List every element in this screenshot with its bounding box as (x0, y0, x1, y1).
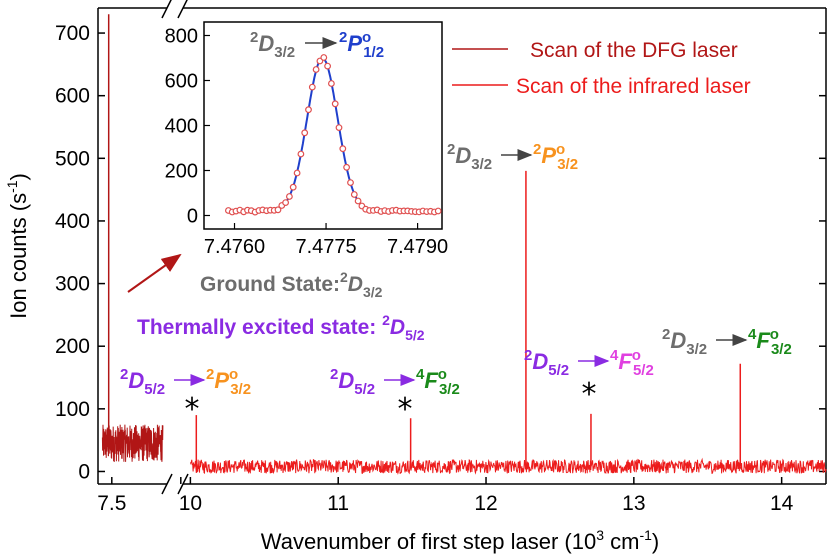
inset-data-point (434, 207, 442, 215)
transition-upper-state: 4Fo 5/2 (610, 347, 654, 379)
inset-x-tick-label: 7.4760 (204, 236, 265, 258)
axis-break-mark (161, 473, 173, 495)
transition-upper-state: 2Po 3/2 (206, 366, 251, 398)
y-tick-label: 200 (55, 335, 90, 358)
x-tick-label: 14 (770, 492, 794, 515)
inset-y-tick-label: 0 (187, 206, 198, 228)
inset-data-point (328, 80, 335, 87)
plot-frame (97, 0, 827, 495)
inset-ticks: 0 200 400 600 800 7.4760 7.4775 7.4790 (165, 26, 449, 259)
inset-frame (203, 21, 443, 230)
x-axis-title: Wavenumber of first step laser (103 cm-1… (261, 527, 659, 554)
x-tick-label: 10 (179, 492, 202, 515)
legend: Scan of the DFG laser Scan of the infrar… (452, 39, 751, 98)
transition-upper-state: 2Po 3/2 (533, 141, 578, 173)
transition-lower-state: 2D5/2 (120, 366, 165, 398)
inset-data-point (339, 145, 347, 153)
transition-label: 2D5/2 4Fo 3/2 (330, 366, 460, 398)
inset-transition-upper-state: 2Po 1/2 (339, 29, 384, 61)
transition-label: 2D3/2 4Fo 3/2 (662, 326, 792, 358)
transition-lower-state: 2D3/2 (662, 326, 707, 358)
inset-data-point (274, 206, 282, 214)
axis-break-mark (177, 0, 188, 19)
inset-data-point (324, 62, 332, 70)
inset-data-point (305, 106, 312, 114)
inset-x-tick-label: 7.4775 (295, 236, 356, 258)
transition-lower-state: 2D5/2 (330, 366, 375, 398)
x-tick-label: 7.5 (97, 492, 126, 515)
transition-label: 2D5/2 4Fo 5/2 (524, 347, 654, 379)
inset-data-point (312, 66, 320, 73)
y-tick-label: 600 (55, 85, 90, 108)
y-tick-label: 300 (55, 273, 90, 296)
series-dfg-noise (101, 424, 164, 462)
inset-y-tick-label: 800 (165, 26, 198, 48)
inset-y-tick-label: 200 (165, 161, 198, 183)
axis-break-mark (161, 0, 172, 19)
inset-transition-lower-state: 2D3/2 (250, 29, 295, 61)
x-tick-label: 13 (622, 492, 645, 515)
inset-transition-label: 2D3/2 2Po 1/2 (250, 29, 384, 61)
asterisk-11490: * (398, 392, 413, 427)
transition-label: 2D3/2 2Po 3/2 (447, 141, 578, 173)
inset-data-point (308, 83, 316, 91)
inset-y-tick-label: 400 (165, 116, 198, 138)
inset-plot: 0 200 400 600 800 7.4760 7.4775 7.4790 2D3/2 2Po… (165, 21, 449, 259)
y-tick-label: 500 (55, 147, 90, 170)
inset-data-point (301, 129, 309, 137)
inset-data-point (289, 183, 297, 191)
inset-x-tick-label: 7.4790 (387, 236, 448, 258)
axis-break-mark (177, 473, 189, 495)
inset-data-point (331, 100, 339, 108)
transition-labels: 2D5/2 2Po 3/2 2D5/2 4Fo 3/2 2D3/2 2Po 3/2 2D5/2 4F… (120, 141, 792, 398)
ground-state-label: Ground State:2D3/2 (200, 269, 383, 300)
inset-data-point (293, 169, 301, 177)
series-group (101, 14, 827, 475)
y-tick-label: 100 (55, 398, 90, 421)
inset-data-point (350, 191, 358, 198)
inset-data-point (354, 197, 362, 205)
series-ir-noise (189, 457, 827, 475)
inset-data-point (320, 54, 328, 61)
inset-data-point (297, 150, 305, 158)
x-tick-label: 11 (327, 492, 349, 515)
y-axis-ticks: 0 100 200 300 400 500 600 700 (55, 22, 826, 483)
inset-data-point (347, 179, 354, 187)
asterisk-12710: * (582, 377, 597, 412)
transition-label: 2D5/2 2Po 3/2 (120, 366, 251, 398)
transition-upper-state: 4Fo 3/2 (748, 326, 792, 358)
inset-series: 2D3/2 2Po 1/2 (224, 29, 442, 216)
legend-label-dfg: Scan of the DFG laser (530, 39, 738, 62)
y-tick-label: 700 (55, 22, 90, 45)
y-axis-title: Ion counts (s-1) (4, 173, 31, 319)
x-axis-ticks: 7.5 10 11 12 13 14 (97, 477, 794, 515)
x-tick-label: 12 (474, 492, 497, 515)
inset-pointer-arrow (127, 253, 182, 293)
inset-data-point (335, 124, 343, 131)
inset-data-point (282, 199, 290, 207)
transition-lower-state: 2D3/2 (447, 141, 492, 173)
thermal-state-label: Thermally excited state: 2D5/2 (137, 312, 425, 343)
transition-upper-state: 4Fo 3/2 (416, 366, 460, 398)
asterisk-10040: * (185, 392, 200, 427)
inset-y-tick-label: 600 (165, 71, 198, 93)
inset-data-point (343, 163, 351, 171)
y-tick-label: 400 (55, 210, 90, 233)
transition-lower-state: 2D5/2 (524, 347, 569, 379)
legend-label-ir: Scan of the infrared laser (516, 75, 751, 98)
y-tick-label: 0 (78, 460, 90, 483)
inset-data-point (286, 193, 293, 200)
